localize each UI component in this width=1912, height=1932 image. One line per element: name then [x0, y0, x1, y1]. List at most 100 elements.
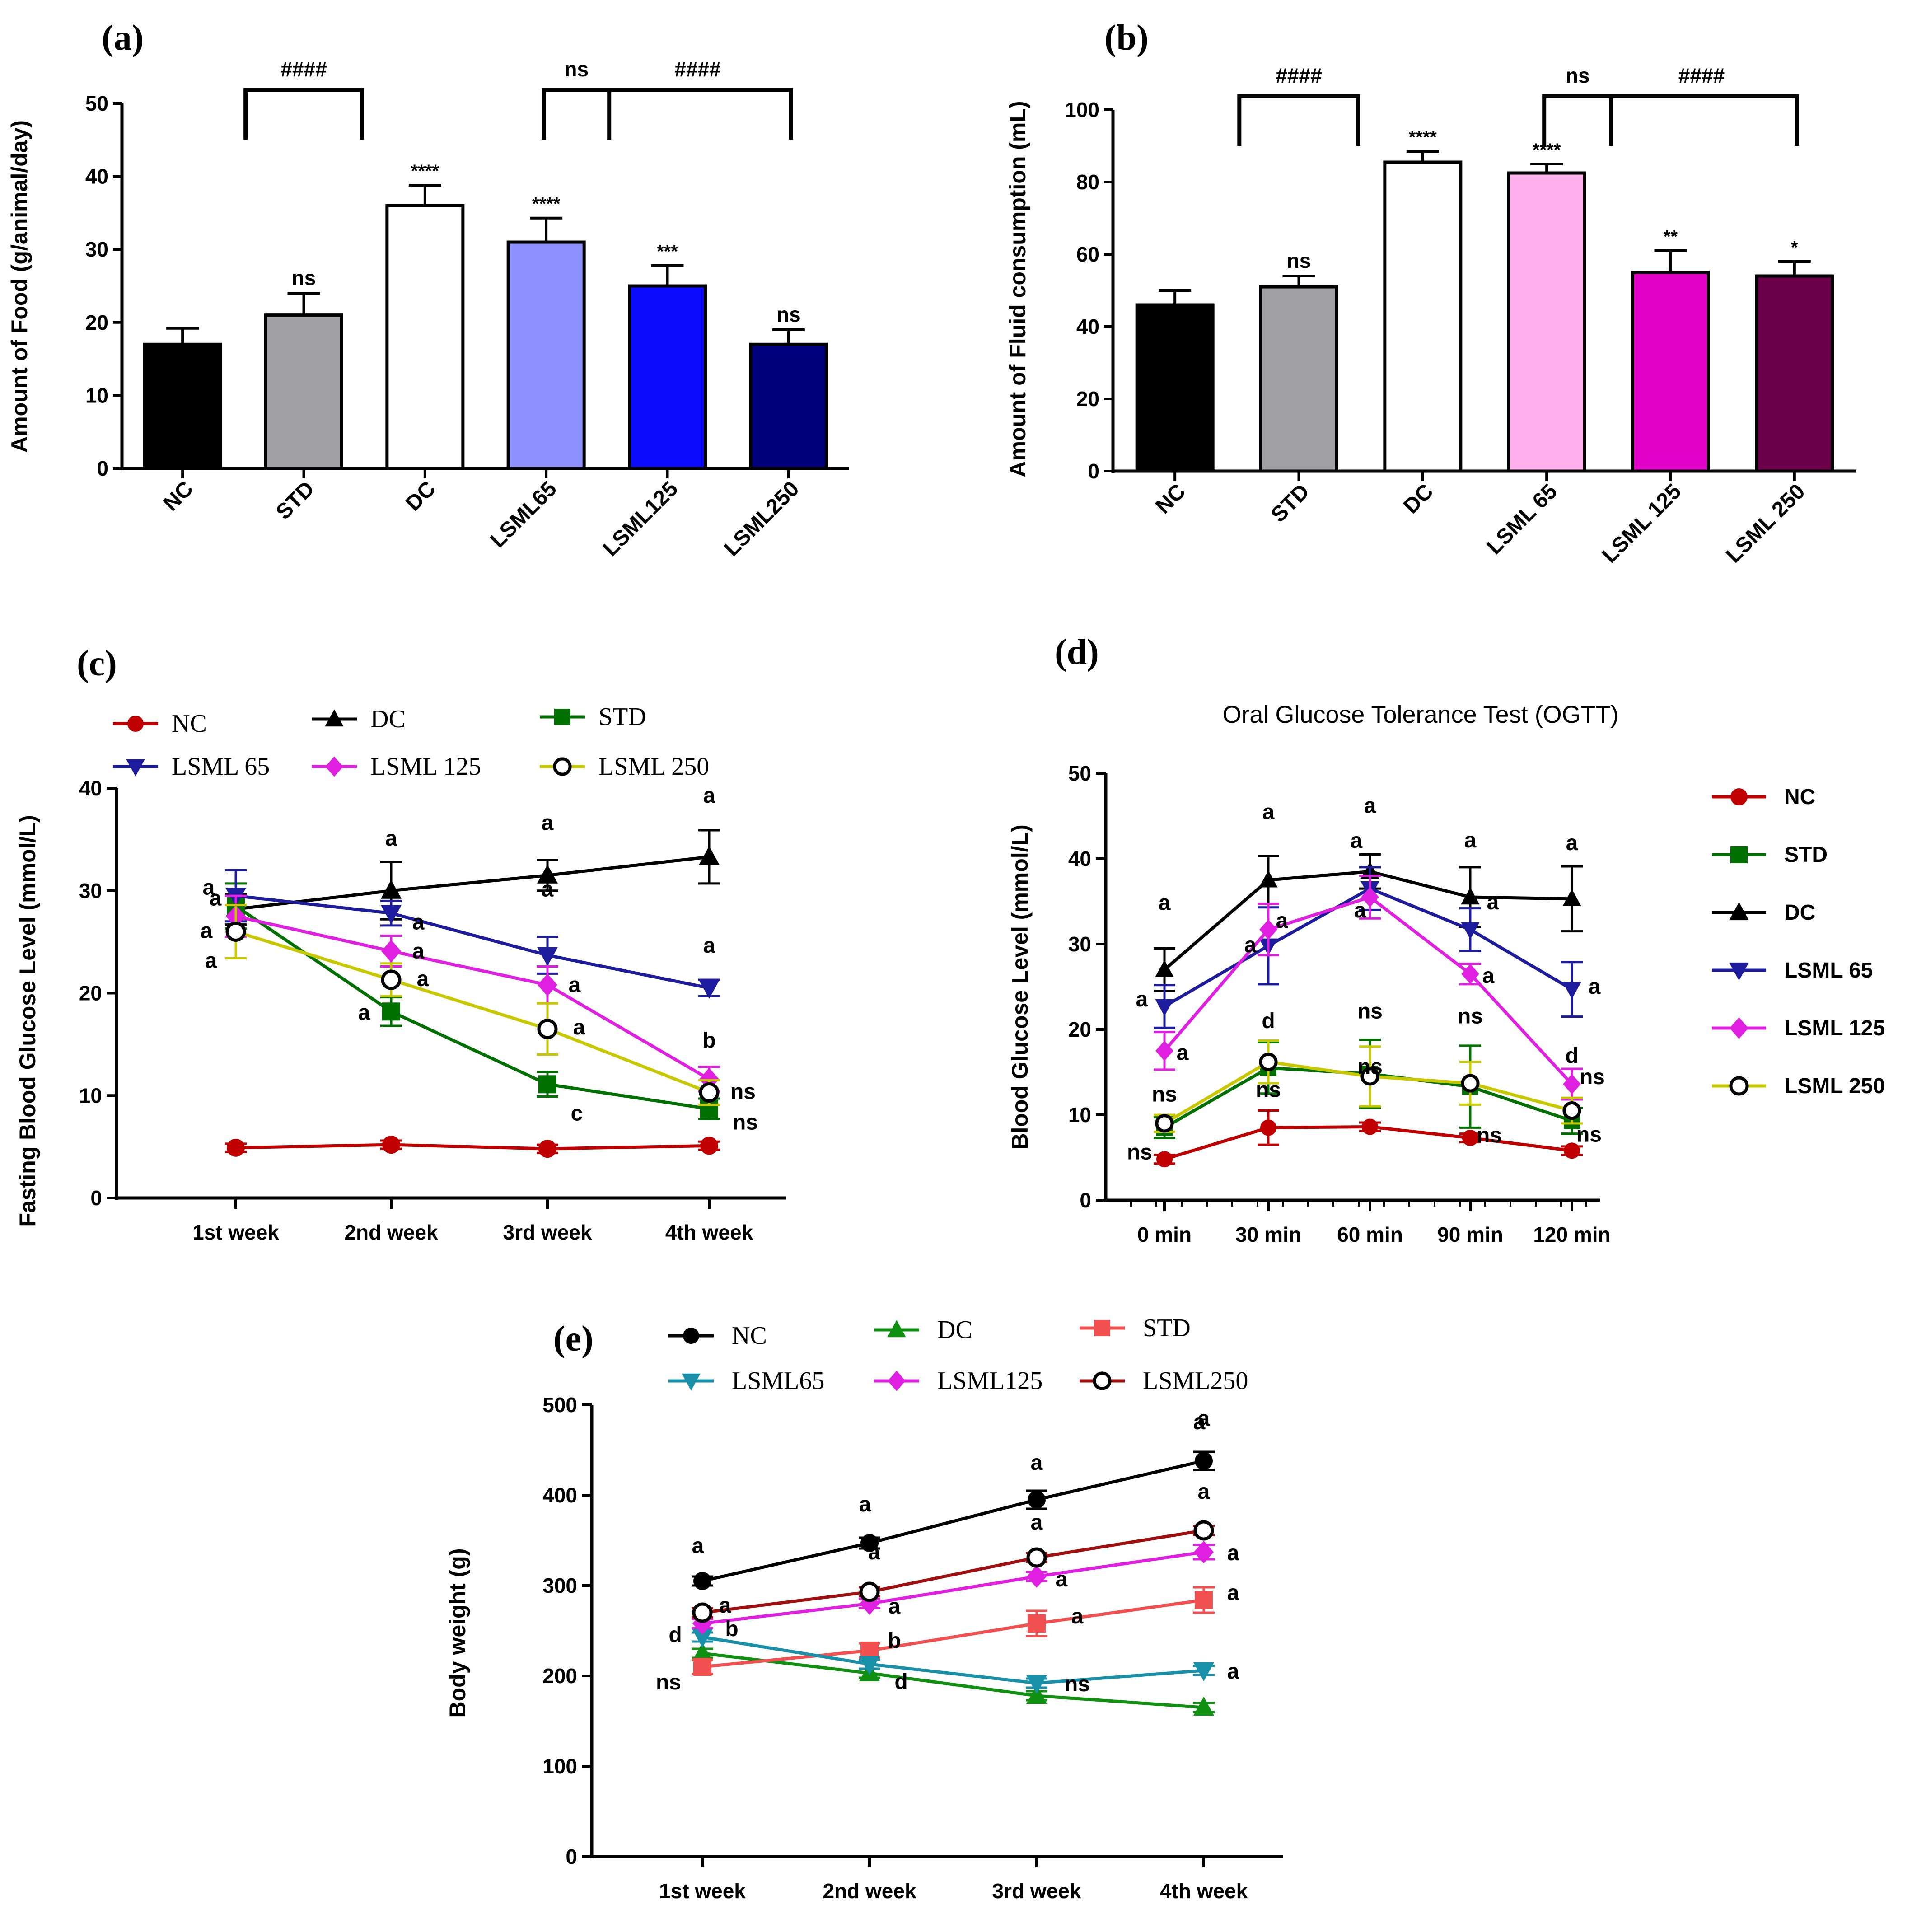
legend-swatch-marker — [1730, 846, 1748, 863]
data-point — [1461, 922, 1480, 940]
series-dc — [225, 829, 720, 926]
point-label: a — [703, 784, 715, 808]
x-tick-label: NC — [159, 477, 197, 515]
legend-swatch-marker — [325, 756, 343, 777]
point-label: ns — [1458, 1005, 1483, 1029]
significance-label: *** — [657, 242, 678, 262]
bracket-label: #### — [280, 57, 327, 81]
panel-c: (c) 0 10 20 30 40 Fasting Blood Glucose Level … — [15, 644, 786, 1244]
legend-swatch-marker — [1729, 962, 1749, 981]
data-point — [1155, 960, 1174, 977]
significance-label: * — [1791, 238, 1798, 257]
x-tick-label: STD — [1267, 479, 1314, 527]
panel-d: (d) Oral Glucose Tolerance Test (OGTT) 0 10… — [1007, 632, 1885, 1246]
data-point — [1461, 887, 1480, 905]
data-point — [859, 1581, 880, 1602]
y-tick-label: 40 — [85, 165, 108, 188]
data-point — [382, 1136, 400, 1154]
legend-label: LSML 125 — [1784, 1016, 1885, 1040]
data-point — [381, 940, 401, 963]
legend-item: LSML 65 — [1712, 959, 1873, 982]
data-point — [1462, 1130, 1478, 1146]
point-label: a — [703, 934, 715, 958]
point-label: ns — [730, 1080, 756, 1104]
point-label: a — [1482, 964, 1495, 988]
point-label: a — [1056, 1567, 1068, 1591]
point-label: a — [1244, 933, 1257, 957]
data-point — [1193, 1520, 1214, 1541]
data-point — [1362, 1118, 1378, 1135]
series-nc — [225, 1136, 720, 1158]
y-tick-label: 30 — [79, 879, 102, 903]
point-label: a — [888, 1595, 901, 1619]
significance-label: **** — [1533, 140, 1561, 160]
panel-a: (a) 0 10 20 30 40 50 Amount of Food (g/animal/d… — [7, 18, 849, 561]
point-label: a — [205, 949, 217, 973]
legend-label: NC — [732, 1322, 767, 1350]
legend-item: NC — [668, 1322, 767, 1350]
significance-label: ns — [776, 303, 801, 326]
y-tick-label: 80 — [1076, 170, 1099, 194]
legend-swatch-marker — [553, 757, 572, 776]
point-label: a — [1193, 1410, 1206, 1434]
data-point — [700, 1137, 718, 1155]
legend-swatch-marker — [1093, 1371, 1112, 1390]
legend-item: DC — [874, 1316, 972, 1344]
data-point — [1026, 1675, 1047, 1694]
legend-swatch-marker — [127, 716, 144, 732]
point-label: ns — [1065, 1672, 1090, 1696]
legend-label: DC — [370, 705, 406, 733]
data-point — [1361, 887, 1379, 908]
series-line — [702, 1651, 1204, 1709]
point-label: a — [719, 1594, 731, 1618]
bracket-label: #### — [1276, 64, 1322, 87]
panel-label: (c) — [77, 644, 117, 683]
data-point — [860, 1534, 879, 1552]
y-tick-label: 200 — [542, 1664, 577, 1688]
x-tick-label: DC — [1399, 479, 1438, 518]
y-tick-label: 0 — [97, 457, 108, 480]
y-axis-title: Blood Glucose Level (mmol/L) — [1007, 824, 1033, 1150]
series-line — [702, 1529, 1204, 1614]
bar — [1507, 171, 1586, 473]
y-tick-label: 20 — [1076, 387, 1099, 411]
significance-label: ns — [1287, 249, 1311, 272]
legend-item: STD — [1712, 843, 1828, 867]
point-label: a — [573, 1015, 585, 1039]
data-point — [692, 1602, 713, 1623]
y-tick-label: 10 — [79, 1084, 102, 1107]
series-lsml125 — [692, 1541, 1215, 1635]
y-tick-label: 20 — [79, 982, 102, 1005]
legend-swatch-marker — [682, 1373, 701, 1391]
point-label: ns — [1576, 1123, 1602, 1146]
legend-swatch-marker — [683, 1328, 699, 1344]
data-point — [859, 1656, 880, 1675]
x-tick-label: 4th week — [1160, 1879, 1248, 1903]
data-point — [1155, 1114, 1174, 1133]
point-label: a — [201, 919, 213, 943]
data-point — [227, 1138, 245, 1157]
legend-label: LSML 125 — [370, 753, 481, 781]
data-point — [1156, 1151, 1173, 1168]
y-tick-label: 40 — [1076, 315, 1099, 338]
legend-swatch-marker — [1730, 1017, 1748, 1039]
series-lsml-125 — [225, 894, 720, 1093]
data-point — [1026, 1685, 1047, 1704]
significance-bracket — [542, 88, 612, 140]
point-label: d — [894, 1670, 907, 1694]
legend-label: NC — [172, 710, 207, 738]
point-label: a — [385, 827, 397, 851]
legend-item: STD — [540, 703, 646, 731]
series-lsml-65 — [225, 869, 720, 999]
legend-item: DC — [1712, 901, 1815, 925]
data-point — [381, 969, 402, 990]
bracket-label: ns — [564, 57, 589, 81]
y-tick-label: 0 — [566, 1845, 577, 1868]
data-point — [1193, 1697, 1214, 1716]
series-line — [235, 855, 710, 911]
point-label: a — [1227, 1541, 1239, 1565]
series-line — [235, 1143, 710, 1151]
series-lsml65 — [692, 1629, 1215, 1694]
bar — [264, 313, 343, 470]
bar — [1755, 274, 1834, 473]
